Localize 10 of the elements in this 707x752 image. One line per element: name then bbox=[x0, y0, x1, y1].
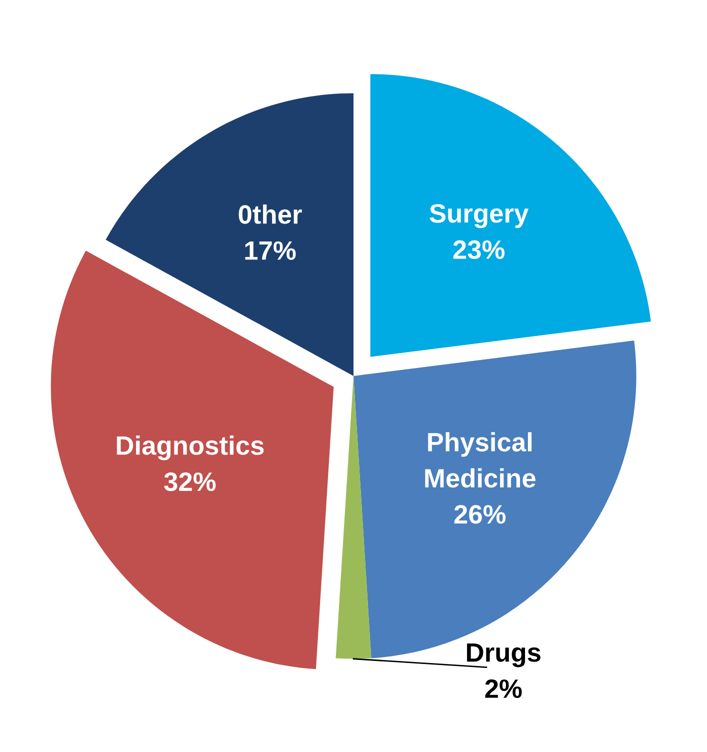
data-label: 2% bbox=[485, 679, 522, 698]
slice-label: 0ther bbox=[238, 204, 302, 224]
data-label: 26% bbox=[454, 505, 506, 524]
slice-label: Diagnostics bbox=[116, 436, 264, 460]
slice-label: Surgery bbox=[430, 204, 529, 228]
slice-label: Drugs bbox=[467, 643, 540, 668]
data-label: 32% bbox=[164, 472, 216, 492]
data-label: 23% bbox=[453, 240, 505, 260]
data-label: 17% bbox=[245, 241, 296, 260]
slice-label: Physical Medicine bbox=[425, 432, 536, 488]
